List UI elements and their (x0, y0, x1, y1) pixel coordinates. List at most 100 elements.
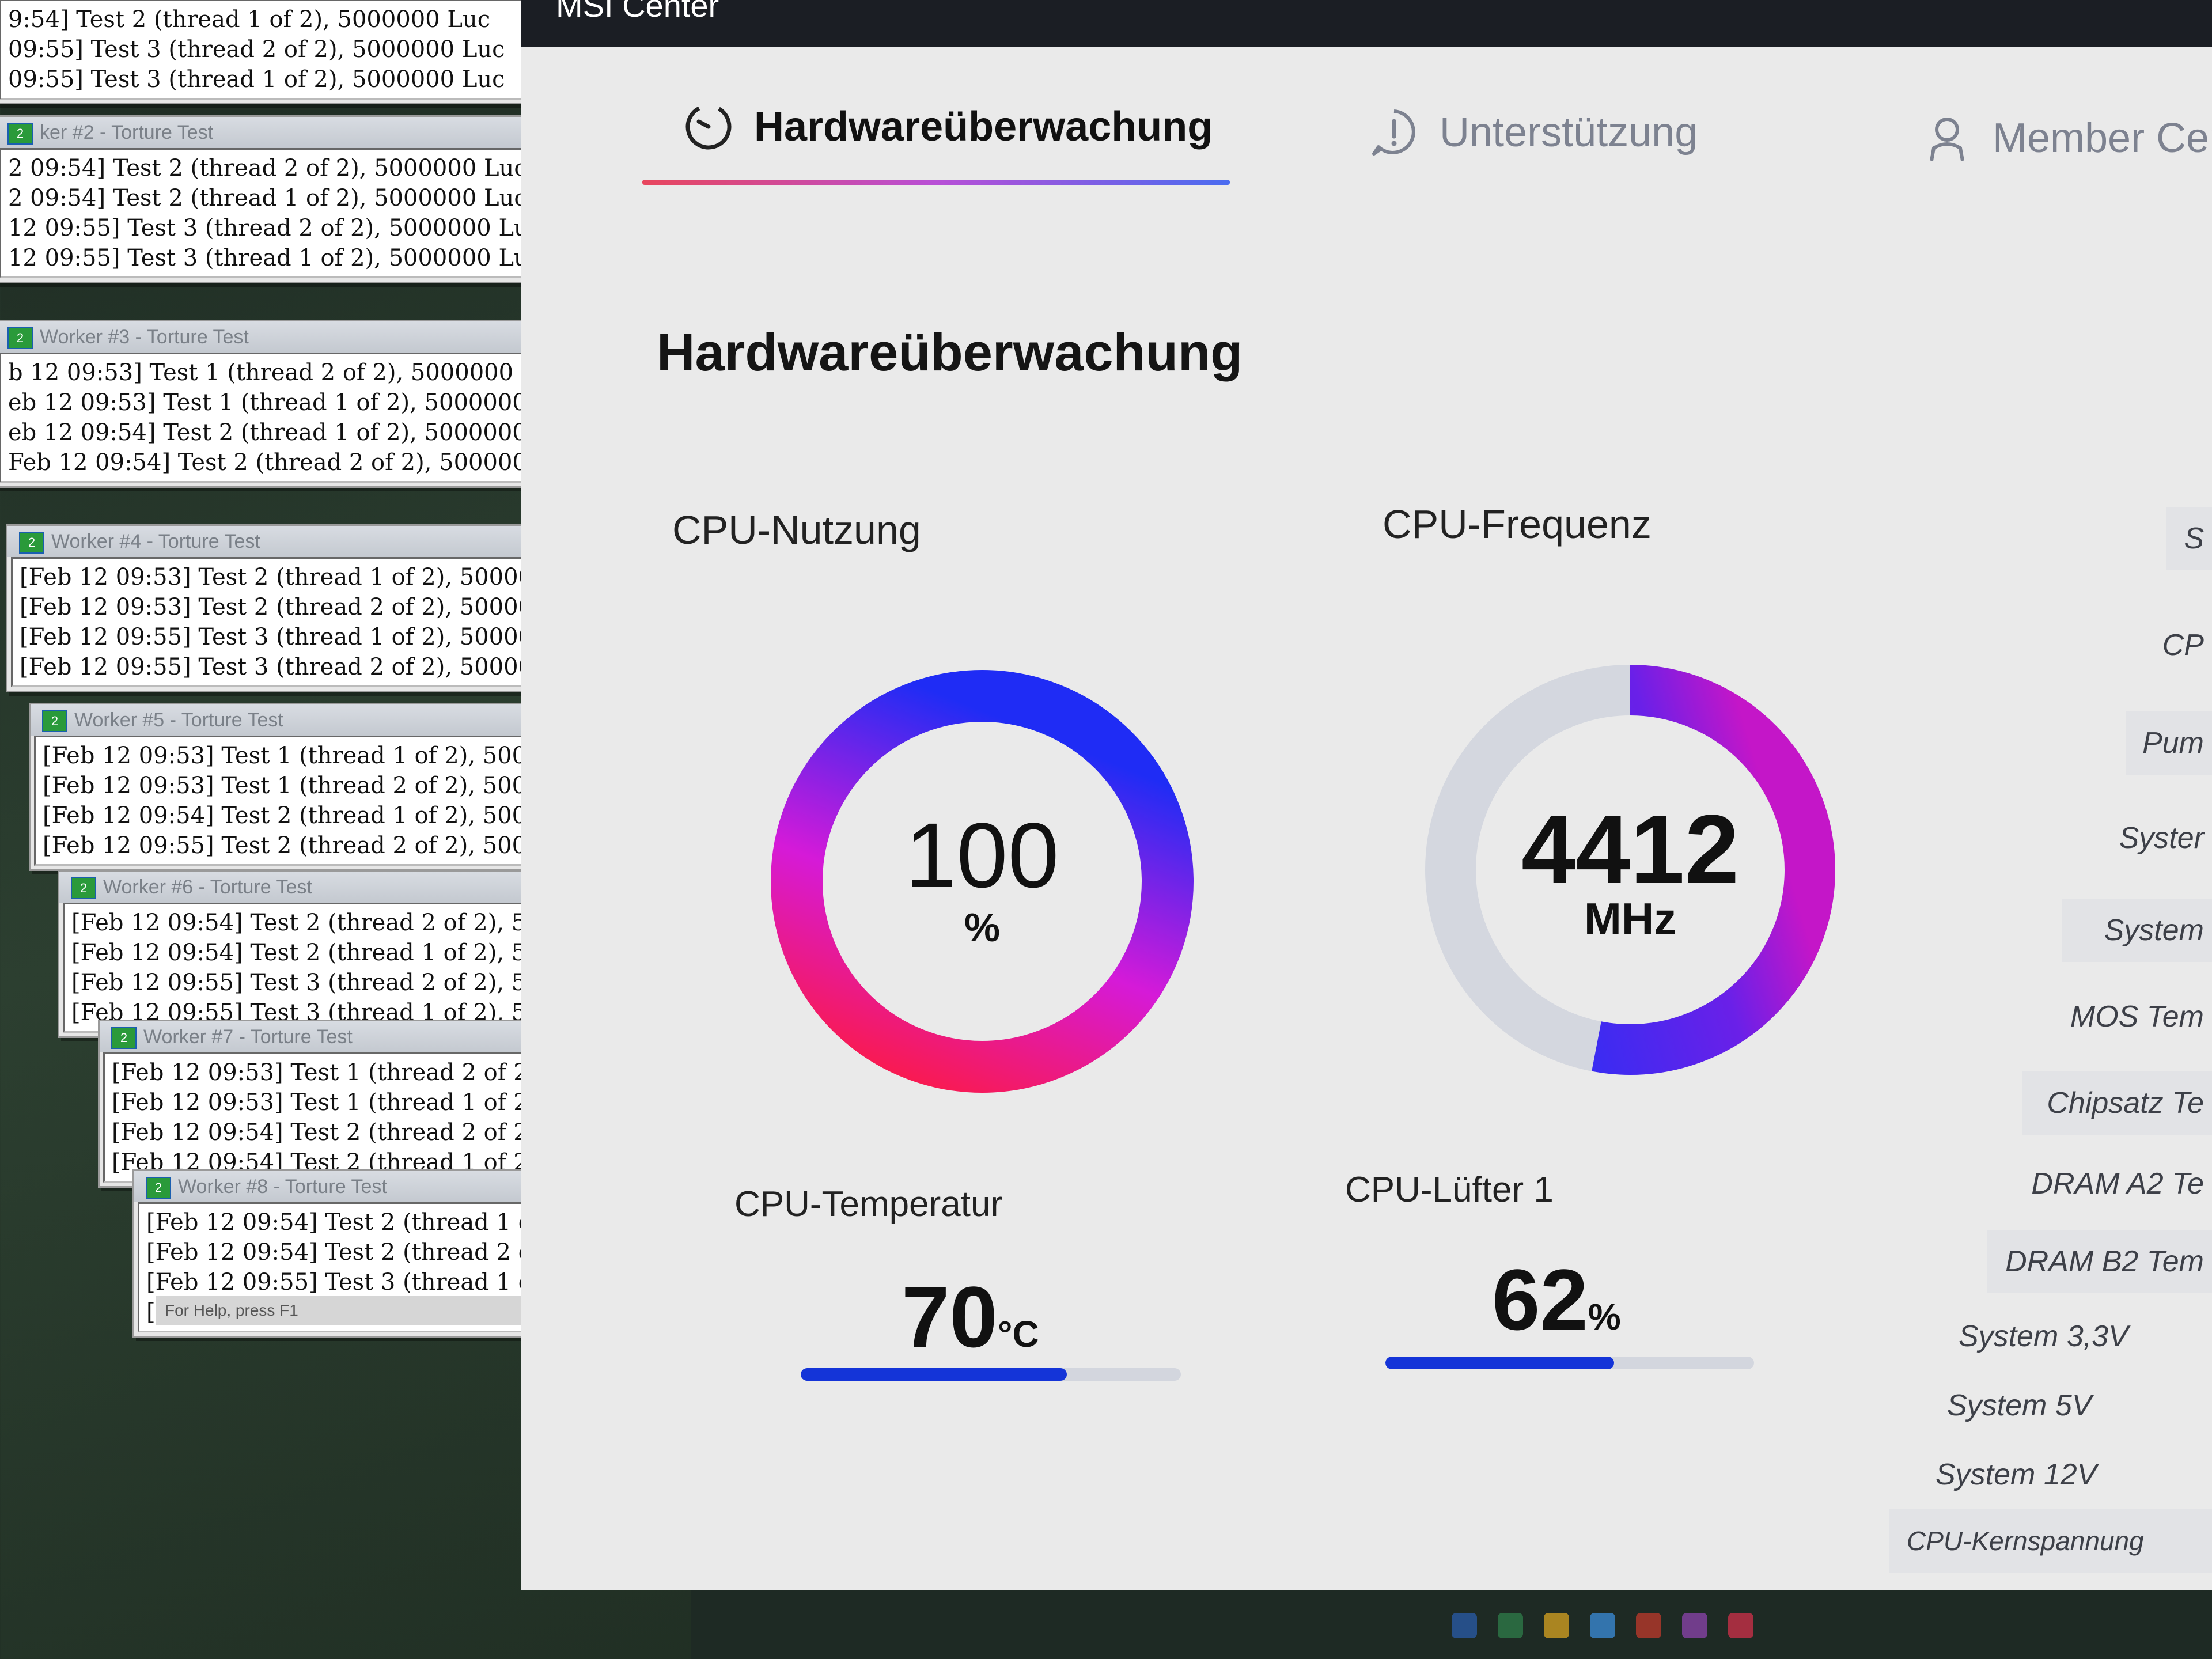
prime95-worker-window[interactable]: 2 Worker #4 - Torture Test [Feb 12 09:53] … (6, 524, 591, 692)
log-line: [Feb 12 09:53] Test 2 (thread 2 of 2), 5… (20, 594, 577, 620)
worker-log[interactable]: b 12 09:53] Test 1 (thread 2 of 2), 5000… (0, 353, 557, 483)
sidebar-item[interactable]: System (2062, 899, 2212, 962)
fan-number: 62 (1492, 1251, 1588, 1348)
worker-title: Worker #4 - Torture Test (51, 531, 260, 552)
cpu-usage-label: CPU-Nutzung (672, 507, 921, 552)
cpu-temperature-label: CPU-Temperatur (734, 1184, 1003, 1224)
log-line: 9:54] Test 2 (thread 1 of 2), 5000000 Lu… (8, 6, 491, 33)
log-line: [Feb 12 09:55] Test 2 (thread 2 of 2), 5… (43, 832, 606, 859)
sidebar-item[interactable]: CPU-Kernspannung (1889, 1509, 2212, 1573)
sidebar-item[interactable]: CP (2162, 628, 2204, 662)
prime95-icon: 2 (111, 1027, 137, 1050)
cpu-usage-value: 100 (905, 804, 1059, 907)
worker-titlebar[interactable]: 2 Worker #4 - Torture Test (7, 526, 589, 557)
gauge-fill (771, 670, 1194, 1093)
sidebar-item[interactable]: System 5V (1947, 1389, 2092, 1422)
tab-label: Member Cent (1993, 115, 2212, 161)
log-line: 12 09:55] Test 3 (thread 2 of 2), 500000… (8, 215, 525, 241)
prime95-icon: 2 (7, 123, 33, 145)
worker-log[interactable]: 2 09:54] Test 2 (thread 2 of 2), 5000000… (0, 148, 534, 278)
log-line: 2 09:54] Test 2 (thread 1 of 2), 5000000… (8, 185, 525, 211)
support-icon (1372, 109, 1415, 156)
prime95-icon: 2 (146, 1177, 171, 1199)
prime95-worker-window[interactable]: 2 Worker #5 - Torture Test [Feb 12 09:53] … (29, 703, 620, 871)
sidebar-item[interactable]: System 3,3V (1959, 1320, 2128, 1353)
sidebar-item[interactable]: Syster (2119, 821, 2204, 855)
prime95-icon: 2 (42, 710, 67, 733)
msi-center-window: MSI Center Hardwareüberwachung Unterstüt… (521, 0, 2212, 1590)
cpu-fan-label: CPU-Lüfter 1 (1345, 1170, 1554, 1210)
log-line: Feb 12 09:54] Test 2 (thread 2 of 2), 50… (8, 449, 548, 476)
cpu-temperature-bar-fill (801, 1368, 1067, 1381)
prime95-icon: 2 (71, 877, 96, 900)
sidebar-item[interactable]: MOS Tem (2070, 1000, 2204, 1033)
tab-member-center[interactable]: Member Cent (1921, 104, 2212, 173)
window-title: MSI Center (556, 0, 719, 24)
gauge-icon (685, 104, 732, 150)
cpu-fan-bar-fill (1385, 1357, 1614, 1369)
cpu-frequency-ring (1425, 665, 1835, 1075)
sidebar-item[interactable]: System 12V (1936, 1458, 2097, 1491)
worker-title: Worker #6 - Torture Test (103, 876, 312, 898)
worker-title: Worker #7 - Torture Test (143, 1026, 353, 1048)
prime95-worker-window[interactable]: 2 ker #2 - Torture Test 2 09:54] Test 2 (t… (0, 115, 539, 283)
log-line: [Feb 12 09:54] Test 2 (thread 1 of 2), 5… (43, 802, 606, 829)
tab-hardware-monitoring[interactable]: Hardwareüberwachung (683, 92, 1213, 161)
log-line: 09:55] Test 3 (thread 1 of 2), 5000000 L… (8, 66, 505, 93)
log-line: b 12 09:53] Test 1 (thread 2 of 2), 5000… (8, 359, 548, 386)
sidebar-item[interactable]: S (2166, 507, 2212, 570)
log-line: [Feb 12 09:53] Test 1 (thread 1 of 2), 5… (43, 743, 606, 769)
cpu-frequency-value: 4412 (1521, 795, 1740, 904)
log-line: [Feb 12 09:55] Test 3 (thread 1 of 2), 5… (20, 624, 577, 650)
worker-title: Worker #5 - Torture Test (74, 709, 283, 731)
taskbar (691, 1590, 2212, 1659)
log-line: [Feb 12 09:53] Test 2 (thread 1 of 2), 5… (20, 564, 577, 590)
worker-titlebar[interactable]: 2 Worker #5 - Torture Test (31, 704, 618, 736)
prime95-worker-window[interactable]: 2 Worker #3 - Torture Test b 12 09:53] Tes… (0, 320, 562, 488)
cpu-temperature-value: 70°C (902, 1267, 1039, 1367)
cpu-fan-bar (1385, 1357, 1754, 1369)
log-line: 09:55] Test 3 (thread 2 of 2), 5000000 L… (8, 36, 505, 63)
taskbar-app-icon[interactable] (1636, 1613, 1661, 1638)
tab-support[interactable]: Unterstützung (1368, 98, 1698, 167)
cpu-fan-value: 62% (1492, 1250, 1621, 1350)
taskbar-app-icon[interactable] (1682, 1613, 1707, 1638)
cpu-frequency-label: CPU-Frequenz (1382, 502, 1652, 547)
temperature-unit: °C (997, 1313, 1039, 1355)
worker-titlebar[interactable]: 2 ker #2 - Torture Test (0, 117, 537, 148)
user-icon (1930, 118, 1964, 161)
tab-label: Unterstützung (1440, 109, 1698, 156)
fan-unit: % (1588, 1296, 1621, 1338)
worker-log[interactable]: [Feb 12 09:53] Test 1 (thread 1 of 2), 5… (34, 736, 615, 866)
taskbar-app-icon[interactable] (1498, 1613, 1523, 1638)
taskbar-browser-icon[interactable] (1590, 1613, 1615, 1638)
worker-log[interactable]: [Feb 12 09:53] Test 2 (thread 1 of 2), 5… (11, 557, 586, 687)
active-tab-indicator (642, 180, 1230, 185)
cpu-frequency-unit: MHz (1584, 893, 1677, 944)
taskbar-app-icon[interactable] (1728, 1613, 1753, 1638)
prime95-icon: 2 (7, 327, 33, 350)
sidebar-item[interactable]: Chipsatz Te (2022, 1071, 2212, 1135)
worker-titlebar[interactable]: 2 Worker #3 - Torture Test (0, 321, 560, 353)
worker-title: Worker #8 - Torture Test (178, 1176, 387, 1198)
cpu-usage-ring (771, 670, 1194, 1093)
cpu-temperature-bar (801, 1368, 1181, 1381)
taskbar-app-icon[interactable] (1452, 1613, 1477, 1638)
tab-label: Hardwareüberwachung (754, 104, 1213, 150)
log-line: 12 09:55] Test 3 (thread 1 of 2), 500000… (8, 245, 525, 271)
worker-title: ker #2 - Torture Test (40, 122, 214, 143)
sidebar-item[interactable]: DRAM B2 Tem (1987, 1230, 2212, 1293)
sidebar-item[interactable]: Pum (2126, 711, 2212, 775)
cpu-frequency-gauge: 4412 MHz (1417, 657, 1843, 1083)
prime95-worker-1-window[interactable]: 9:54] Test 2 (thread 1 of 2), 5000000 Lu… (0, 0, 533, 104)
cpu-usage-gauge: 100 % (763, 662, 1201, 1100)
log-line: eb 12 09:53] Test 1 (thread 1 of 2), 500… (8, 389, 548, 416)
sidebar-item[interactable]: DRAM A2 Te (2031, 1167, 2204, 1200)
cpu-usage-unit: % (964, 905, 1001, 950)
gauge-fill (1425, 665, 1835, 1075)
temperature-number: 70 (902, 1268, 998, 1365)
taskbar-folder-icon[interactable] (1544, 1613, 1569, 1638)
log-line: eb 12 09:54] Test 2 (thread 1 of 2), 500… (8, 419, 548, 446)
log-line: [Feb 12 09:55] Test 3 (thread 2 of 2), 5… (20, 654, 577, 680)
window-titlebar[interactable]: MSI Center (521, 0, 2212, 47)
